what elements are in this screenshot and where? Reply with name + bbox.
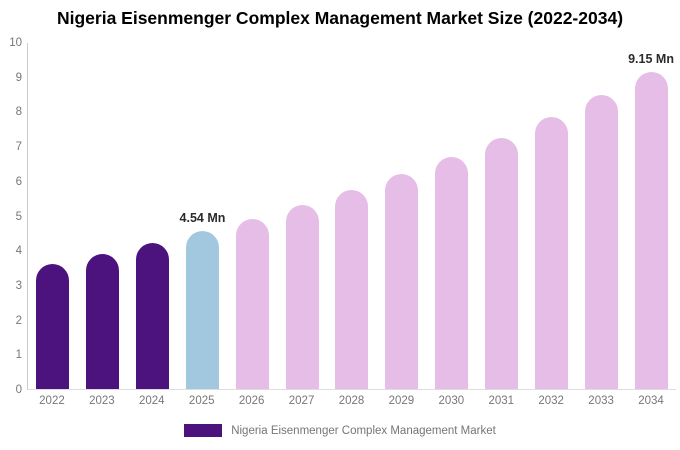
legend-label: Nigeria Eisenmenger Complex Management M… [231, 424, 496, 437]
bar-2024 [136, 243, 170, 389]
y-tick-label: 10 [9, 37, 22, 49]
y-tick-label: 0 [15, 384, 22, 396]
bar-2032 [534, 117, 568, 389]
x-tick-label-2030: 2030 [438, 395, 465, 407]
chart-title: Nigeria Eisenmenger Complex Management M… [56, 8, 624, 28]
y-tick-label: 9 [15, 71, 22, 84]
y-tick-label: 4 [15, 245, 22, 258]
x-tick-label-2022: 2022 [39, 395, 65, 407]
x-axis: 2022 2023 2024 2025 2026 2027 2028 2029 2030 2031… [27, 395, 676, 407]
bar-slot-2031 [477, 43, 527, 389]
value-label-2034: 9.15 Mn [628, 51, 674, 66]
x-tick-label-2024: 2024 [139, 395, 165, 407]
bar-2027 [285, 205, 319, 389]
y-tick-label: 1 [15, 349, 22, 362]
bar-slot-2028 [327, 43, 377, 389]
x-tick-label-2028: 2028 [338, 395, 365, 407]
bar-2023 [86, 254, 120, 389]
bar-2031 [485, 137, 519, 389]
value-label-2025: 4.54 Mn [179, 211, 226, 226]
bar-2034 [634, 71, 668, 389]
bar-2022 [36, 264, 70, 389]
bar-slot-2024 [128, 43, 178, 389]
bar-slot-2029 [377, 43, 427, 389]
x-tick-label-2033: 2033 [588, 395, 614, 407]
legend: Nigeria Eisenmenger Complex Management M… [0, 424, 680, 437]
bar-2028 [335, 190, 369, 389]
x-tick-label-2027: 2027 [288, 395, 315, 407]
bar-2026 [235, 218, 269, 389]
bar-slot-2032 [526, 43, 576, 389]
y-tick-label: 3 [15, 279, 22, 292]
bar-slot-2033 [576, 43, 626, 389]
bar-slot-2025: 4.54 Mn [178, 43, 228, 389]
legend-swatch [184, 424, 223, 437]
x-tick-label-2026: 2026 [238, 395, 265, 407]
x-tick-label-2032: 2032 [538, 395, 564, 407]
x-tick-label-2025: 2025 [188, 395, 215, 407]
bar-slot-2027 [277, 43, 327, 389]
y-tick-label: 8 [15, 106, 22, 119]
x-tick-label-2029: 2029 [388, 395, 415, 407]
bar-slot-2023 [78, 43, 128, 389]
bar-slot-2030 [427, 43, 477, 389]
x-tick-label-2034: 2034 [638, 395, 664, 407]
x-tick-label-2023: 2023 [89, 395, 115, 407]
bar-2029 [385, 173, 419, 389]
x-tick-label-2031: 2031 [488, 395, 515, 407]
bar-slot-2026 [227, 43, 277, 389]
y-tick-label: 5 [15, 210, 22, 223]
plot-area: 4.54 Mn 9.15 Mn [27, 43, 676, 390]
bar-2030 [435, 156, 469, 389]
y-tick-label: 2 [15, 314, 22, 327]
bar-slot-2034: 9.15 Mn [626, 43, 676, 389]
bar-slot-2022 [28, 43, 78, 389]
y-tick-label: 7 [15, 141, 22, 154]
y-tick-label: 6 [15, 175, 22, 188]
y-axis: 0 1 2 3 4 5 6 7 8 9 10 [0, 37, 22, 396]
bar-2025 [185, 231, 219, 389]
bar-2033 [584, 95, 618, 389]
